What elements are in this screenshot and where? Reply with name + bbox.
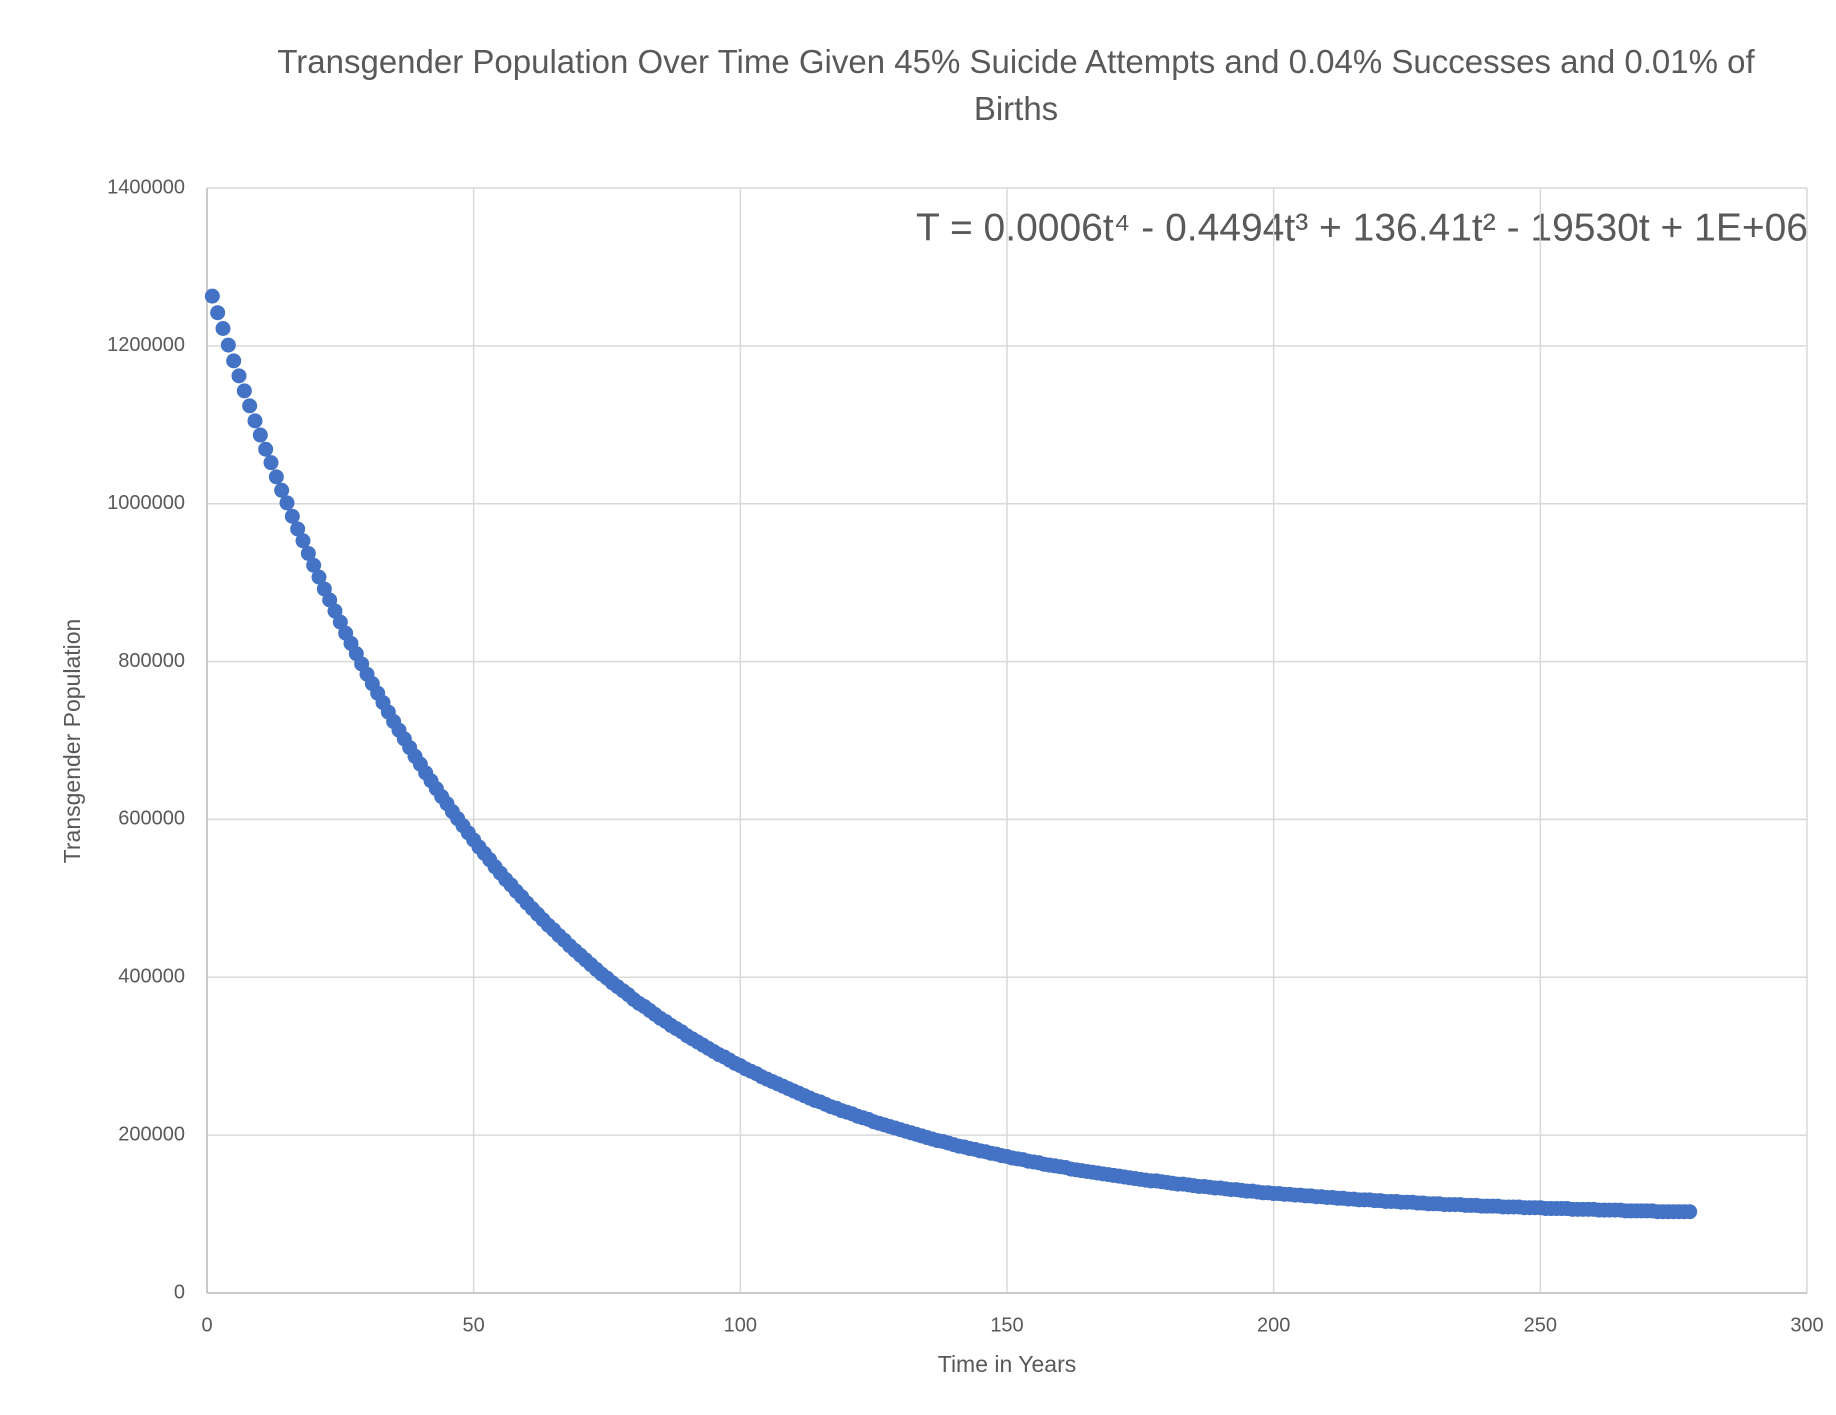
data-point bbox=[220, 337, 236, 353]
y-tick-label: 1200000 bbox=[107, 334, 185, 356]
data-point bbox=[226, 353, 242, 369]
y-tick-label: 1400000 bbox=[107, 176, 185, 198]
data-point bbox=[236, 383, 252, 399]
x-tick-label: 150 bbox=[990, 1314, 1023, 1336]
y-tick-label: 400000 bbox=[118, 966, 185, 988]
data-point bbox=[210, 305, 226, 321]
data-point bbox=[231, 368, 247, 384]
x-tick-label: 300 bbox=[1790, 1314, 1823, 1336]
y-tick-label: 600000 bbox=[118, 808, 185, 830]
x-tick-label: 200 bbox=[1257, 1314, 1290, 1336]
y-tick-label: 800000 bbox=[118, 650, 185, 672]
chart-title: Transgender Population Over Time Given 4… bbox=[277, 43, 1755, 127]
x-axis-title: Time in Years bbox=[938, 1351, 1077, 1377]
x-tick-label: 50 bbox=[463, 1314, 485, 1336]
data-point bbox=[290, 521, 306, 537]
trendline-equation: T = 0.0006t⁴ - 0.4494t³ + 136.41t² - 195… bbox=[916, 206, 1808, 249]
y-tick-label: 0 bbox=[174, 1281, 185, 1303]
data-point bbox=[268, 469, 284, 485]
data-point bbox=[295, 533, 311, 549]
y-tick-label: 1000000 bbox=[107, 492, 185, 514]
data-point bbox=[311, 569, 327, 585]
data-point bbox=[284, 508, 300, 524]
data-point bbox=[242, 398, 258, 414]
data-point bbox=[215, 320, 231, 336]
data-point bbox=[274, 482, 290, 498]
data-point bbox=[1682, 1204, 1698, 1220]
data-point bbox=[263, 455, 279, 471]
data-point bbox=[247, 413, 263, 429]
data-point bbox=[252, 427, 268, 443]
data-point bbox=[258, 441, 274, 457]
y-axis-title: Transgender Population bbox=[59, 619, 85, 864]
y-tick-label: 200000 bbox=[118, 1123, 185, 1145]
x-tick-label: 100 bbox=[724, 1314, 757, 1336]
data-point bbox=[306, 557, 322, 573]
data-point bbox=[300, 545, 316, 561]
x-tick-label: 0 bbox=[201, 1314, 212, 1336]
x-tick-label: 250 bbox=[1524, 1314, 1557, 1336]
data-point bbox=[204, 288, 220, 304]
data-point bbox=[279, 495, 295, 511]
